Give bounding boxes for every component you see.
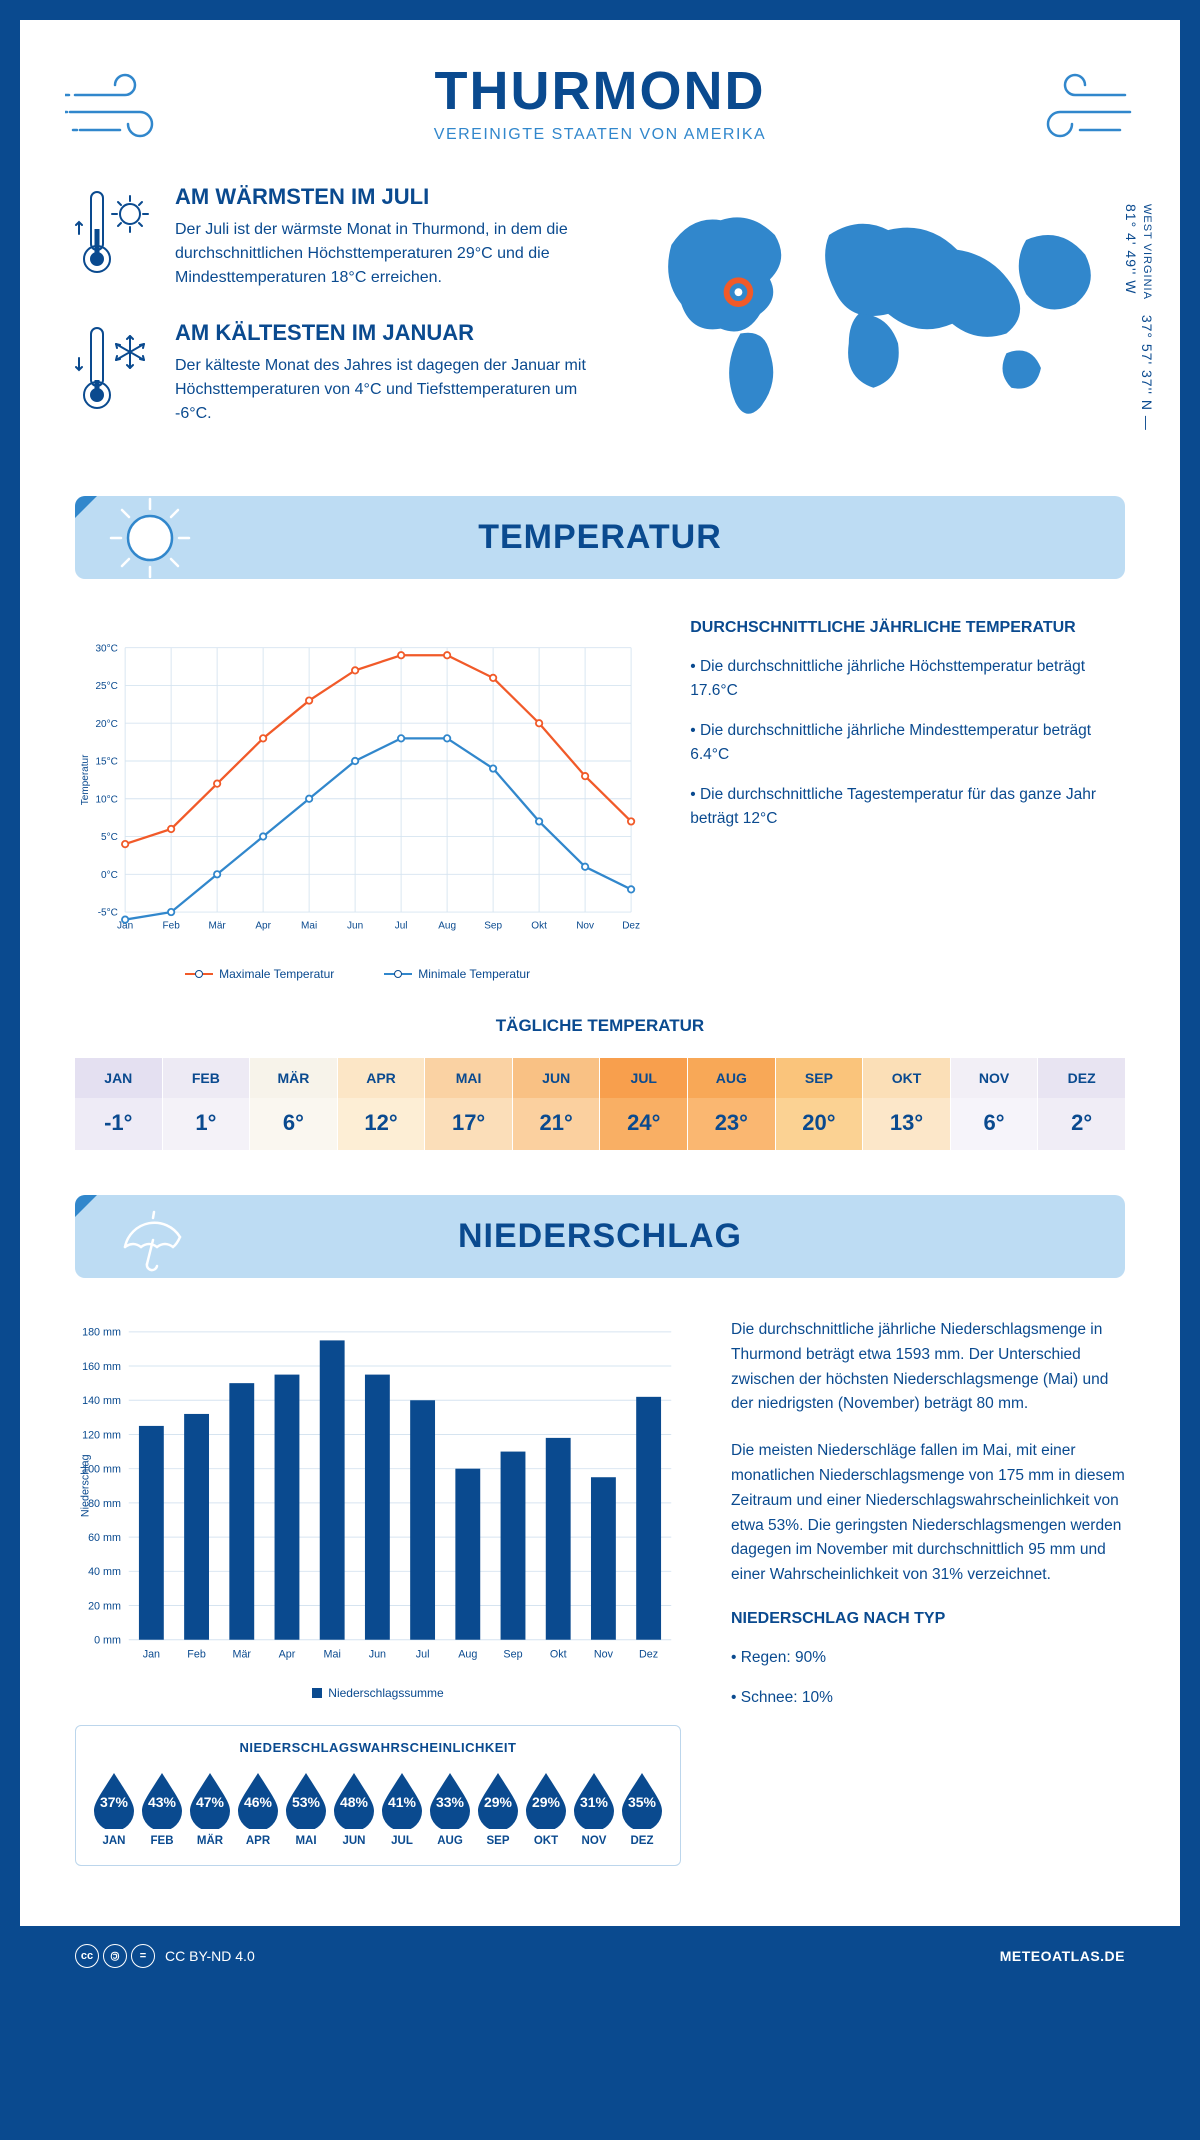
summary-bullet: • Schnee: 10% — [731, 1686, 1125, 1710]
svg-text:60 mm: 60 mm — [88, 1532, 121, 1544]
umbrella-icon — [105, 1195, 195, 1278]
svg-text:Nov: Nov — [576, 920, 594, 931]
probability-drop: 33%AUG — [426, 1769, 474, 1847]
footer: cc🄯= CC BY-ND 4.0 METEOATLAS.DE — [20, 1926, 1180, 1976]
probability-drop: 29%OKT — [522, 1769, 570, 1847]
svg-text:Jul: Jul — [416, 1648, 430, 1660]
fact-text: Der Juli ist der wärmste Monat in Thurmo… — [175, 218, 592, 290]
svg-text:30°C: 30°C — [95, 643, 117, 654]
brand-name: METEOATLAS.DE — [1000, 1948, 1125, 1964]
header: THURMOND VEREINIGTE STAATEN VON AMERIKA — [75, 60, 1125, 144]
svg-text:Okt: Okt — [531, 920, 547, 931]
summary-para: Die meisten Niederschläge fallen im Mai,… — [731, 1439, 1125, 1588]
page-title: THURMOND — [75, 60, 1125, 122]
summary-heading: DURCHSCHNITTLICHE JÄHRLICHE TEMPERATUR — [690, 619, 1125, 637]
svg-text:Apr: Apr — [279, 1648, 296, 1660]
fact-title: AM KÄLTESTEN IM JANUAR — [175, 320, 592, 346]
svg-text:10°C: 10°C — [95, 794, 117, 805]
svg-text:20°C: 20°C — [95, 719, 117, 730]
svg-text:Sep: Sep — [484, 920, 502, 931]
summary-bullet: • Die durchschnittliche Tagestemperatur … — [690, 783, 1125, 831]
svg-text:Aug: Aug — [458, 1648, 477, 1660]
summary-bullet: • Regen: 90% — [731, 1646, 1125, 1670]
svg-text:Feb: Feb — [163, 920, 181, 931]
probability-drop: 48%JUN — [330, 1769, 378, 1847]
probability-drop: 35%DEZ — [618, 1769, 666, 1847]
probability-drop: 29%SEP — [474, 1769, 522, 1847]
svg-text:Apr: Apr — [255, 920, 271, 931]
probability-drop: 31%NOV — [570, 1769, 618, 1847]
svg-text:Mär: Mär — [209, 920, 227, 931]
probability-drop: 43%FEB — [138, 1769, 186, 1847]
svg-text:Niederschlag: Niederschlag — [80, 1454, 92, 1517]
svg-text:Mai: Mai — [301, 920, 317, 931]
svg-text:25°C: 25°C — [95, 681, 117, 692]
svg-text:20 mm: 20 mm — [88, 1600, 121, 1612]
page-subtitle: VEREINIGTE STAATEN VON AMERIKA — [75, 126, 1125, 144]
prob-title: NIEDERSCHLAGSWAHRSCHEINLICHKEIT — [90, 1740, 666, 1755]
summary-bullet: • Die durchschnittliche jährliche Mindes… — [690, 719, 1125, 767]
fact-warmest: AM WÄRMSTEN IM JULI Der Juli ist der wär… — [75, 184, 592, 290]
wind-icon — [1015, 70, 1135, 150]
svg-text:80 mm: 80 mm — [88, 1498, 121, 1510]
svg-text:Dez: Dez — [622, 920, 640, 931]
fact-title: AM WÄRMSTEN IM JULI — [175, 184, 592, 210]
wind-icon — [65, 70, 185, 150]
cc-license-icon: cc🄯= — [75, 1944, 155, 1968]
svg-text:5°C: 5°C — [101, 832, 118, 843]
precipitation-probability-box: NIEDERSCHLAGSWAHRSCHEINLICHKEIT 37%JAN43… — [75, 1725, 681, 1866]
temperature-summary: DURCHSCHNITTLICHE JÄHRLICHE TEMPERATUR •… — [690, 619, 1125, 981]
svg-text:15°C: 15°C — [95, 757, 117, 768]
precipitation-bar-chart: 0 mm20 mm40 mm60 mm80 mm100 mm120 mm140 … — [75, 1318, 681, 1678]
section-temperature: TEMPERATUR — [75, 496, 1125, 579]
probability-drop: 41%JUL — [378, 1769, 426, 1847]
precipitation-summary: Die durchschnittliche jährliche Niedersc… — [731, 1318, 1125, 1866]
svg-text:Sep: Sep — [503, 1648, 522, 1660]
svg-text:Aug: Aug — [438, 920, 456, 931]
section-title: NIEDERSCHLAG — [75, 1217, 1125, 1256]
svg-text:0 mm: 0 mm — [94, 1635, 121, 1647]
summary-heading: NIEDERSCHLAG NACH TYP — [731, 1610, 1125, 1628]
svg-text:160 mm: 160 mm — [82, 1361, 121, 1373]
chart-legend: Maximale Temperatur Minimale Temperatur — [75, 967, 640, 981]
state-label: WEST VIRGINIA — [1141, 204, 1153, 300]
thermometer-hot-icon — [75, 184, 155, 290]
temperature-line-chart: -5°C0°C5°C10°C15°C20°C25°C30°CJanFebMärA… — [75, 619, 640, 959]
section-precipitation: NIEDERSCHLAG — [75, 1195, 1125, 1278]
fact-coldest: AM KÄLTESTEN IM JANUAR Der kälteste Mona… — [75, 320, 592, 426]
svg-text:140 mm: 140 mm — [82, 1395, 121, 1407]
svg-text:Temperatur: Temperatur — [80, 754, 91, 805]
svg-text:Nov: Nov — [594, 1648, 614, 1660]
world-map: WEST VIRGINIA 37° 57' 37'' N — 81° 4' 49… — [632, 184, 1125, 456]
svg-text:Mär: Mär — [233, 1648, 252, 1660]
svg-text:Okt: Okt — [550, 1648, 567, 1660]
svg-text:-5°C: -5°C — [98, 908, 118, 919]
svg-text:180 mm: 180 mm — [82, 1327, 121, 1339]
svg-text:0°C: 0°C — [101, 870, 118, 881]
section-title: TEMPERATUR — [75, 518, 1125, 557]
probability-drop: 53%MAI — [282, 1769, 330, 1847]
fact-text: Der kälteste Monat des Jahres ist dagege… — [175, 354, 592, 426]
summary-bullet: • Die durchschnittliche jährliche Höchst… — [690, 655, 1125, 703]
sun-icon — [105, 496, 195, 579]
probability-drop: 46%APR — [234, 1769, 282, 1847]
svg-text:Jun: Jun — [347, 920, 363, 931]
svg-text:Jan: Jan — [143, 1648, 160, 1660]
probability-drop: 47%MÄR — [186, 1769, 234, 1847]
coordinates: WEST VIRGINIA 37° 57' 37'' N — 81° 4' 49… — [1123, 204, 1155, 456]
svg-text:40 mm: 40 mm — [88, 1566, 121, 1578]
chart-legend: Niederschlagssumme — [75, 1686, 681, 1700]
svg-text:Mai: Mai — [324, 1648, 341, 1660]
license-text: CC BY-ND 4.0 — [165, 1948, 255, 1964]
summary-para: Die durchschnittliche jährliche Niedersc… — [731, 1318, 1125, 1417]
svg-text:Jul: Jul — [395, 920, 408, 931]
svg-text:Feb: Feb — [187, 1648, 206, 1660]
probability-drop: 37%JAN — [90, 1769, 138, 1847]
daily-temperature-strip: JAN-1°FEB1°MÄR6°APR12°MAI17°JUN21°JUL24°… — [75, 1058, 1125, 1150]
svg-text:Jun: Jun — [369, 1648, 386, 1660]
daily-temp-heading: TÄGLICHE TEMPERATUR — [75, 1016, 1125, 1036]
svg-text:120 mm: 120 mm — [82, 1429, 121, 1441]
thermometer-cold-icon — [75, 320, 155, 426]
svg-text:Dez: Dez — [639, 1648, 658, 1660]
